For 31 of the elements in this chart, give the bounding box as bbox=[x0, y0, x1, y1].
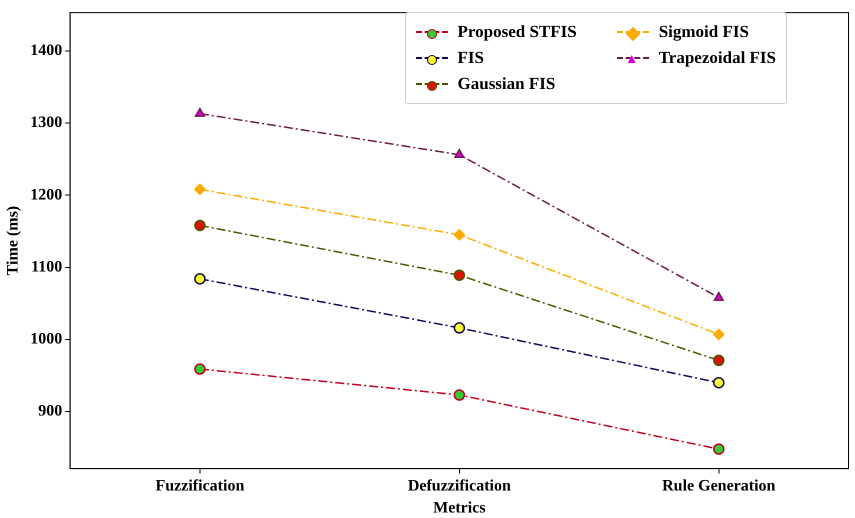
point bbox=[194, 273, 206, 285]
legend-label: Trapezoidal FIS bbox=[658, 48, 776, 68]
point bbox=[194, 108, 205, 117]
point bbox=[713, 376, 725, 388]
point bbox=[454, 229, 466, 241]
legend-label: Proposed STFIS bbox=[458, 22, 577, 42]
point bbox=[454, 389, 466, 401]
point bbox=[194, 363, 206, 375]
x-tick-label: Rule Generation bbox=[662, 477, 776, 494]
point bbox=[713, 354, 725, 366]
legend-label: FIS bbox=[458, 48, 484, 68]
y-tick-label: 900 bbox=[38, 402, 62, 420]
point bbox=[454, 269, 466, 281]
point bbox=[714, 292, 724, 301]
point bbox=[454, 322, 466, 334]
legend-label: Sigmoid FIS bbox=[658, 22, 749, 42]
y-tick-label: 1400 bbox=[30, 42, 62, 59]
x-tick-label: Fuzzification bbox=[155, 477, 244, 494]
point bbox=[194, 184, 206, 196]
y-tick-label: 1200 bbox=[30, 186, 62, 204]
y-tick-label: 1000 bbox=[30, 330, 62, 348]
x-tick-label: Defuzzification bbox=[408, 477, 511, 494]
y-tick-label: 1100 bbox=[31, 258, 62, 276]
point bbox=[454, 148, 464, 158]
legend-label: Gaussian FIS bbox=[458, 74, 556, 94]
x-axis-title: Metrics bbox=[433, 500, 486, 517]
y-tick-label: 1300 bbox=[30, 114, 62, 132]
y-axis-title: Time (ms) bbox=[4, 206, 22, 276]
point bbox=[713, 443, 725, 455]
point bbox=[194, 220, 206, 232]
point bbox=[713, 328, 725, 340]
